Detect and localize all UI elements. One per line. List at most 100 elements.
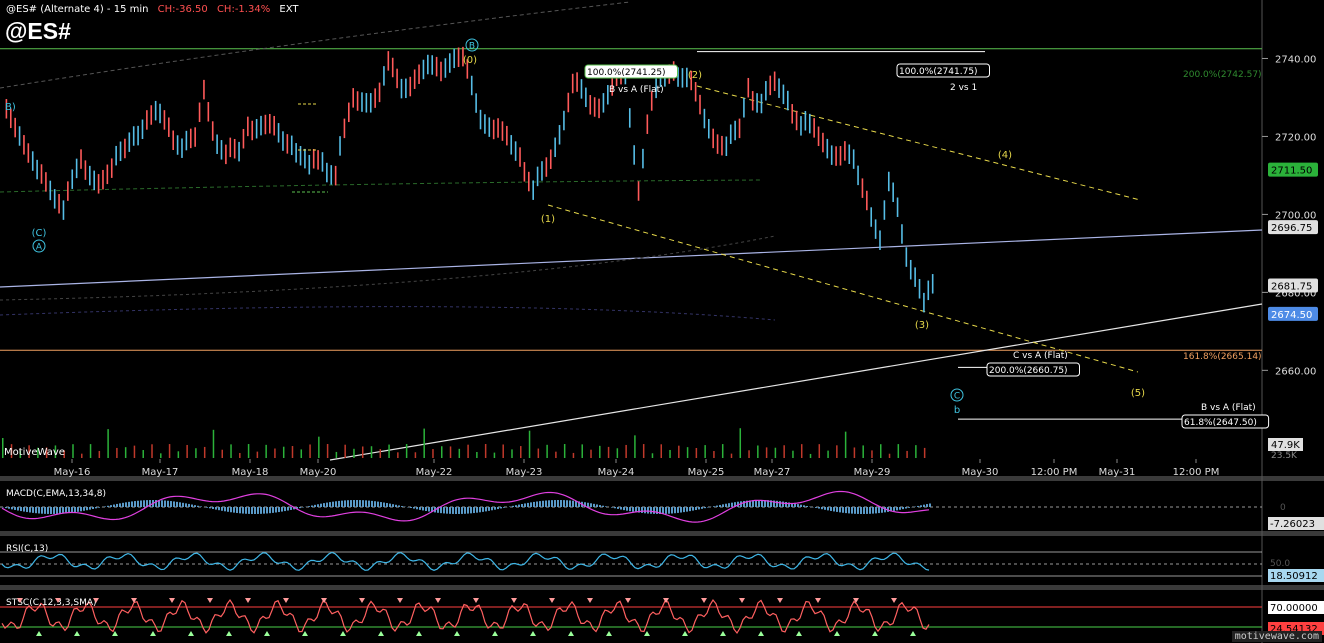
stoch-buy-marker (74, 631, 80, 636)
stoch-value-box (1268, 601, 1324, 614)
macd-histogram-bar (374, 501, 376, 507)
macd-histogram-bar (113, 504, 115, 507)
wave-label-C: C (954, 392, 960, 402)
macd-histogram-bar (797, 504, 799, 507)
macd-histogram-bar (857, 507, 859, 514)
x-tick-label: May-31 (1099, 467, 1136, 478)
macd-histogram-bar (806, 505, 808, 507)
stoch-buy-marker (378, 631, 384, 636)
volume-bar (160, 453, 162, 458)
macd-histogram-bar (419, 507, 421, 510)
fib-label: 61.8%(2647.50) (1184, 418, 1257, 428)
stoch-buy-marker (834, 631, 840, 636)
x-tick-label: May-17 (142, 467, 179, 478)
macd-histogram-bar (656, 507, 658, 514)
macd-histogram-bar (503, 507, 505, 508)
volume-label-text-2: 23.5K (1271, 451, 1298, 461)
volume-bar (792, 450, 794, 458)
macd-histogram-bar (176, 501, 178, 507)
macd-histogram-bar (143, 500, 145, 507)
stoch-sell-marker (701, 598, 707, 603)
volume-bar (897, 444, 900, 458)
volume-bar (695, 447, 698, 458)
volume-bar (800, 444, 803, 458)
volume-bar (10, 444, 13, 458)
macd-histogram-bar (641, 507, 643, 513)
x-tick-label: May-18 (232, 467, 269, 478)
macd-histogram-bar (680, 507, 682, 513)
macd-histogram-bar (110, 505, 112, 507)
macd-histogram-bar (155, 500, 157, 507)
macd-histogram-bar (842, 507, 844, 513)
macd-histogram-bar (146, 500, 148, 507)
macd-histogram-bar (890, 507, 892, 512)
macd-histogram-bar (818, 507, 820, 509)
macd-histogram-bar (533, 501, 535, 507)
macd-histogram-bar (665, 507, 667, 514)
macd-histogram-bar (527, 502, 529, 507)
macd-histogram-bar (50, 507, 52, 514)
macd-histogram-bar (86, 507, 88, 511)
macd-histogram-bar (845, 507, 847, 514)
volume-bar (221, 449, 223, 458)
volume-bar (809, 453, 812, 458)
volume-bar (247, 444, 250, 458)
macd-histogram-bar (692, 507, 694, 511)
price-label-text: 2681.75 (1271, 282, 1312, 293)
volume-bar (432, 449, 434, 458)
macd-histogram-bar (23, 507, 25, 512)
volume-bar (344, 444, 346, 458)
macd-histogram-bar (212, 507, 214, 509)
volume-bar (54, 445, 57, 458)
stoch-buy-marker (264, 631, 270, 636)
macd-histogram-bar (77, 507, 79, 512)
macd-histogram-bar (353, 500, 355, 507)
volume-bar (63, 450, 65, 458)
macd-histogram-bar (647, 507, 649, 514)
macd-histogram-bar (905, 507, 907, 509)
macd-histogram-bar (125, 502, 127, 507)
chart-header: @ES# (Alternate 4) - 15 min CH:-36.50 CH… (6, 4, 305, 15)
macd-histogram-bar (119, 503, 121, 507)
macd-histogram-bar (449, 507, 451, 514)
stoch-sell-marker (245, 598, 251, 603)
macd-histogram-bar (620, 507, 622, 510)
macd-histogram-bar (182, 502, 184, 507)
panel-separator (0, 531, 1324, 536)
macd-histogram-bar (830, 507, 832, 511)
macd-histogram-bar (878, 507, 880, 514)
macd-histogram-bar (524, 503, 526, 507)
volume-bar (704, 445, 706, 458)
macd-histogram-bar (422, 507, 424, 511)
volume-bar (239, 452, 241, 458)
volume-bar (502, 444, 504, 458)
macd-histogram-bar (761, 500, 763, 507)
macd-histogram-bar (494, 507, 496, 510)
volume-bar (616, 448, 619, 458)
macd-histogram-bar (251, 507, 253, 514)
macd-histogram-bar (293, 507, 295, 510)
change-percent: CH:-1.34% (216, 4, 271, 15)
rsi-value: 18.50912 (1270, 571, 1318, 582)
macd-line (1, 490, 930, 523)
ma-curve (0, 1, 631, 89)
change-value: CH:-36.50 (157, 4, 208, 15)
macd-histogram-bar (572, 500, 574, 507)
macd-histogram-bar (14, 507, 16, 510)
macd-histogram-bar (728, 503, 730, 507)
macd-histogram-bar (425, 507, 427, 512)
macd-histogram-bar (476, 507, 478, 513)
macd-histogram-bar (677, 507, 679, 513)
macd-histogram-bar (743, 500, 745, 507)
macd-histogram-bar (545, 500, 547, 507)
macd-histogram-bar (638, 507, 640, 513)
macd-histogram-bar (209, 507, 211, 509)
wave-label-b: b (954, 405, 960, 416)
macd-histogram-bar (35, 507, 37, 514)
macd-histogram-bar (767, 500, 769, 507)
macd-histogram-bar (371, 500, 373, 507)
macd-histogram-bar (365, 500, 367, 507)
trend-line-white (329, 303, 1263, 461)
macd-histogram-bar (140, 500, 142, 507)
macd-histogram-bar (749, 500, 751, 507)
